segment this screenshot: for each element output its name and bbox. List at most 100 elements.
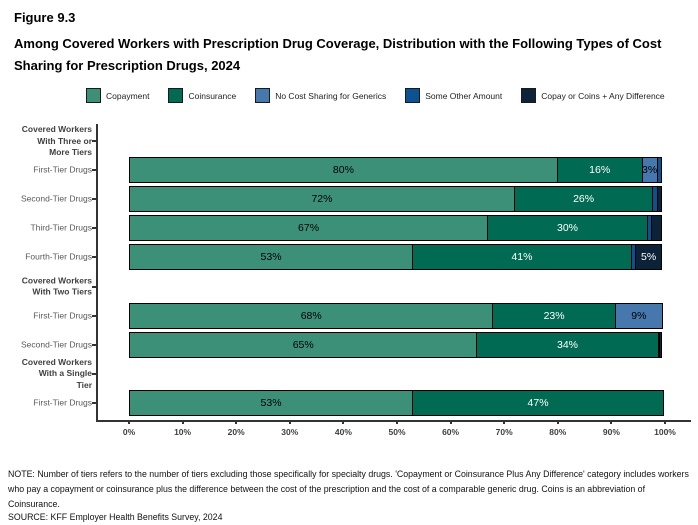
- x-axis-tick-label: 20%: [227, 427, 245, 437]
- y-axis-tick: [92, 198, 96, 201]
- bar-value-label: 9%: [631, 309, 647, 322]
- row-group-label: Covered Workers With Three or More Tiers: [21, 123, 92, 157]
- figure-title: Among Covered Workers with Prescription …: [14, 36, 662, 73]
- x-axis-tick-label: 80%: [549, 427, 567, 437]
- bar-value-label: 53%: [260, 396, 282, 409]
- y-axis-tick: [92, 140, 96, 142]
- y-axis-tick: [92, 227, 96, 230]
- some-other-amount-swatch: [405, 88, 421, 103]
- legend-item: Coinsurance: [168, 88, 236, 103]
- bar-row: 65% 34%: [129, 331, 662, 358]
- coinsurance-swatch: [168, 88, 184, 103]
- row-group-label: Covered Workers With a Single Tier: [21, 356, 92, 390]
- bar-value-label: 30%: [557, 222, 579, 235]
- legend-label: No Cost Sharing for Generics: [275, 90, 387, 101]
- x-axis-tick-label: 30%: [281, 427, 299, 437]
- bar-value-label: 68%: [300, 309, 322, 322]
- bar-segment-copayment: 53%: [129, 244, 414, 271]
- y-axis-tick: [92, 401, 96, 404]
- row-label: Third-Tier Drugs: [30, 222, 92, 233]
- bar-segment-copay-or-coins-any-difference: [651, 215, 662, 242]
- bar-segment-coinsurance: 23%: [492, 302, 616, 329]
- legend-label: Coinsurance: [188, 90, 237, 101]
- bar-value-label: 34%: [557, 338, 579, 351]
- y-axis-tick: [92, 314, 96, 317]
- bar-value-label: 47%: [527, 396, 549, 409]
- bar-value-label: 23%: [543, 309, 565, 322]
- x-axis-tick: [556, 420, 559, 424]
- row-label: First-Tier Drugs: [33, 397, 92, 408]
- row-group-label: Covered Workers With Two Tiers: [21, 275, 92, 297]
- bar-value-label: 41%: [511, 251, 533, 264]
- bar-segment-copayment: 65%: [129, 331, 478, 358]
- x-axis-tick: [181, 420, 184, 424]
- y-axis-tick: [92, 256, 96, 259]
- x-axis-tick-label: 100%: [654, 427, 676, 437]
- x-axis-tick: [503, 420, 506, 424]
- row-label: Second-Tier Drugs: [20, 339, 92, 350]
- bar-value-label: 67%: [298, 222, 320, 235]
- x-axis-tick: [396, 420, 398, 424]
- bar-value-label: 26%: [573, 193, 595, 206]
- y-axis-tick: [92, 285, 96, 288]
- y-axis-tick: [92, 343, 96, 346]
- bar-segment-copayment: 80%: [129, 157, 558, 184]
- bar-segment-copayment: 68%: [129, 302, 494, 329]
- bar-segment-no-cost-sharing-for-generics: 9%: [614, 302, 663, 329]
- x-axis-tick-label: 70%: [495, 427, 513, 437]
- bar-value-label: 72%: [311, 193, 333, 206]
- figure-number: Figure 9.3: [14, 10, 76, 25]
- row-label: First-Tier Drugs: [33, 164, 92, 175]
- legend-item: Copay or Coins + Any Difference: [521, 88, 665, 103]
- x-axis-tick: [235, 420, 238, 424]
- bar-row: 72% 26%: [129, 186, 662, 213]
- copayment-swatch: [86, 88, 101, 103]
- bar-segment-coinsurance: 34%: [476, 331, 659, 358]
- bar-row: 53% 41% 5%: [129, 244, 662, 271]
- source-text: SOURCE: KFF Employer Health Benefits Sur…: [8, 512, 223, 522]
- bar-value-label: 5%: [640, 251, 657, 264]
- x-axis-tick-label: 10%: [174, 427, 192, 437]
- bar-segment-coinsurance: 26%: [513, 186, 654, 213]
- bar-value-label: 80%: [332, 164, 354, 177]
- x-axis-tick-label: 0%: [122, 427, 136, 437]
- bar-value-label: 53%: [260, 251, 282, 264]
- x-axis-tick: [128, 420, 130, 424]
- no-cost-sharing-swatch: [255, 88, 271, 103]
- row-label: Fourth-Tier Drugs: [25, 251, 92, 262]
- x-axis-tick-label: 90%: [602, 427, 620, 437]
- bar-segment-no-cost-sharing-for-generics: 3%: [641, 157, 658, 184]
- x-axis-tick-label: 50%: [388, 427, 406, 437]
- bar-segment-coinsurance: 41%: [412, 244, 632, 271]
- row-label: First-Tier Drugs: [33, 309, 92, 320]
- x-axis-tick-label: 40%: [334, 427, 352, 437]
- bar-segment-some-other-amount: [656, 157, 662, 184]
- row-label: Second-Tier Drugs: [20, 193, 92, 204]
- bar-row: 80% 16% 3%: [129, 157, 662, 184]
- bar-row: 68% 23% 9%: [129, 302, 663, 329]
- legend: Copayment Coinsurance No Cost Sharing for …: [86, 87, 665, 104]
- legend-label: Some Other Amount: [425, 90, 503, 101]
- bar-segment-copay-or-coins-any-difference: 5%: [635, 244, 662, 271]
- x-axis-tick: [664, 420, 666, 424]
- bar-segment-copayment: 72%: [129, 186, 515, 213]
- x-axis-tick: [610, 420, 613, 424]
- bar-segment-copay-or-coins-any-difference: [656, 186, 662, 213]
- bar-row: 67% 30%: [129, 215, 662, 242]
- legend-item: No Cost Sharing for Generics: [255, 88, 386, 103]
- x-axis-tick: [449, 420, 452, 424]
- y-axis-tick: [92, 169, 96, 172]
- x-axis-tick: [288, 420, 291, 424]
- note-text: NOTE: Number of tiers refers to the numb…: [8, 469, 689, 509]
- legend-label: Copayment: [106, 90, 150, 101]
- bar-segment-copayment: 53%: [129, 389, 414, 416]
- legend-label: Copay or Coins + Any Difference: [541, 90, 665, 101]
- bar-segment-coinsurance: 16%: [556, 157, 643, 184]
- x-axis-tick-label: 60%: [442, 427, 460, 437]
- legend-item: Copayment: [86, 88, 149, 103]
- bar-segment-copay-or-coins-any-difference: [659, 331, 662, 358]
- bar-segment-copayment: 67%: [129, 215, 489, 242]
- copay-or-coins-swatch: [521, 88, 537, 103]
- bar-segment-coinsurance: 47%: [412, 389, 664, 416]
